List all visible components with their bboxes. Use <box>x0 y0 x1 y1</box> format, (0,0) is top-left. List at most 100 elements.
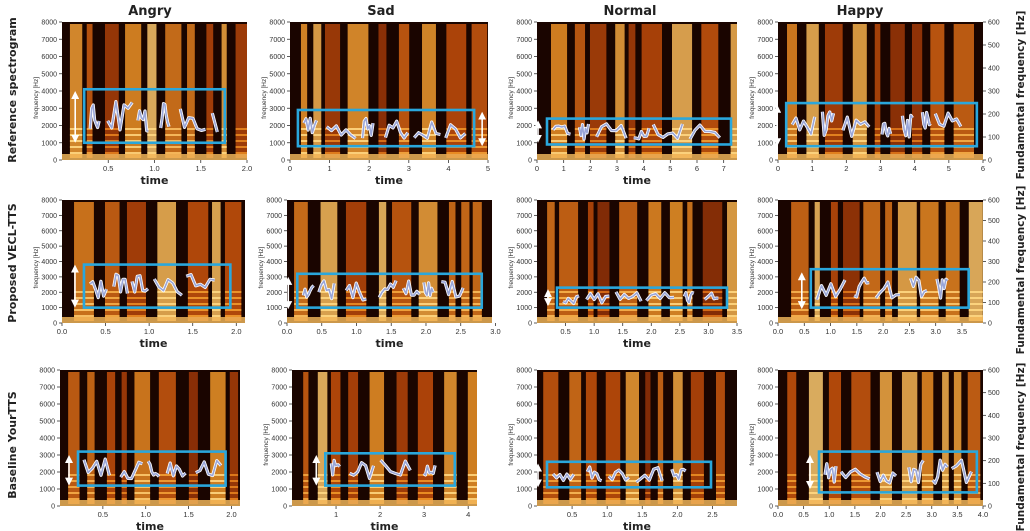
y2-tick-label: 600 <box>988 198 1000 205</box>
y-axis-label: frequency [Hz] <box>508 424 515 466</box>
spectrogram-bands <box>543 372 725 504</box>
f0-contour <box>88 100 219 133</box>
x-tick-label: 2.0 <box>672 510 682 519</box>
y-tick-label: 6000 <box>516 54 532 61</box>
y2-tick-label: 500 <box>988 43 1000 50</box>
y-axis: 0 1000 2000 3000 4000 5000 6000 7000 8000 <box>516 368 537 511</box>
y-tick-label: 8000 <box>266 198 282 205</box>
x-tick-label: 0.0 <box>282 327 292 336</box>
x-tick-label: 3 <box>878 164 882 173</box>
x-tick-label: 3 <box>422 510 426 519</box>
y-tick-label: 0 <box>278 321 282 328</box>
y-tick-label: 6000 <box>757 228 773 235</box>
panel-reference-angry: 0 1000 2000 3000 4000 5000 6000 7000 8000 frequen… <box>33 20 252 188</box>
x-tick-label: 3.0 <box>703 327 713 336</box>
y-tick-label: 4000 <box>39 436 55 443</box>
low-frequency-energy <box>60 500 240 506</box>
f0-highlight-box <box>76 450 227 487</box>
y-tick-label: 8000 <box>516 198 532 205</box>
y2-tick-label: 0 <box>988 504 992 511</box>
x-tick-label: 2 <box>588 164 592 173</box>
y-tick-label: 4000 <box>41 89 57 96</box>
x-tick-label: 4 <box>466 510 470 519</box>
x-tick-label: 1.5 <box>850 510 860 519</box>
y-tick-label: 7000 <box>39 385 55 392</box>
y-tick-label: 7000 <box>516 385 532 392</box>
x-tick-label: 0.5 <box>560 327 570 336</box>
x-axis: 0.5 1.0 1.5 2.0 2.5 3.0 3.5 <box>560 323 742 336</box>
f0-highlight-box <box>555 286 729 309</box>
x-tick-label: 1.0 <box>825 327 835 336</box>
x-tick-label: 1.5 <box>183 510 193 519</box>
f0-contour <box>551 122 721 141</box>
x-axis: 0.0 0.5 1.0 1.5 2.0 2.5 3.0 <box>282 323 501 336</box>
x-tick-label: 1.5 <box>617 327 627 336</box>
y2-axis: 0 100 200 300 400 500 600 <box>983 198 1000 328</box>
x-tick-label: 1.0 <box>144 327 154 336</box>
x-tick-label: 2.5 <box>904 327 914 336</box>
f0-contour <box>790 110 963 139</box>
y2-tick-label: 200 <box>988 112 1000 119</box>
x-tick-label: 2.5 <box>707 510 717 519</box>
f0-highlight-box <box>784 101 979 148</box>
y-tick-label: 8000 <box>516 20 532 27</box>
x-tick-label: 2.0 <box>226 510 236 519</box>
y-tick-label: 8000 <box>39 368 55 375</box>
y-axis: 0 1000 2000 3000 4000 5000 6000 7000 8000 <box>271 368 292 511</box>
f0-highlight-box <box>82 263 232 309</box>
spectrogram-image <box>287 200 492 323</box>
y-tick-label: 7000 <box>41 37 57 44</box>
x-tick-label: 0 <box>776 164 780 173</box>
y-tick-label: 0 <box>528 321 532 328</box>
x-tick-label: 1 <box>562 164 566 173</box>
x-axis: 0.5 1.0 1.5 2.0 <box>103 160 252 173</box>
x-axis: 1 2 3 4 <box>334 506 470 519</box>
y-tick-label: 0 <box>53 158 57 165</box>
y-tick-label: 0 <box>281 158 285 165</box>
x-tick-label: 1.5 <box>386 327 396 336</box>
panel-reference-normal: 0 1000 2000 3000 4000 5000 6000 7000 8000 frequen… <box>508 20 737 187</box>
x-tick-label: 2 <box>844 164 848 173</box>
y-axis-label: frequency [Hz] <box>508 247 515 289</box>
x-tick-label: 2 <box>378 510 382 519</box>
x-tick-label: 2 <box>367 164 371 173</box>
x-axis-label: time <box>140 337 168 350</box>
x-axis: 0 1 2 3 4 5 <box>288 160 490 173</box>
y-tick-label: 3000 <box>757 274 773 281</box>
y-axis-label: frequency [Hz] <box>33 247 40 289</box>
y-tick-label: 5000 <box>41 71 57 78</box>
y2-tick-label: 600 <box>988 20 1000 27</box>
y-tick-label: 7000 <box>41 213 57 220</box>
y2-tick-label: 200 <box>988 280 1000 287</box>
y-tick-label: 2000 <box>516 123 532 130</box>
y-tick-label: 8000 <box>757 20 773 27</box>
y2-tick-label: 100 <box>988 481 1000 488</box>
y-tick-label: 8000 <box>516 368 532 375</box>
x-tick-label: 0.5 <box>567 510 577 519</box>
f0-highlight-box <box>82 87 227 145</box>
x-tick-label: 4.0 <box>978 510 988 519</box>
y-tick-label: 3000 <box>757 453 773 460</box>
x-tick-label: 1.0 <box>351 327 361 336</box>
low-frequency-energy <box>778 317 983 323</box>
y-tick-label: 6000 <box>516 402 532 409</box>
y2-tick-label: 400 <box>988 66 1000 73</box>
f0-contour <box>815 275 949 301</box>
y-axis-label: frequency [Hz] <box>261 77 268 119</box>
y-tick-label: 7000 <box>757 385 773 392</box>
y2-tick-label: 300 <box>988 436 1000 443</box>
x-tick-label: 1.5 <box>637 510 647 519</box>
y-tick-label: 1000 <box>516 140 532 147</box>
y-tick-label: 1000 <box>757 140 773 147</box>
x-tick-label: 2.0 <box>646 327 656 336</box>
panel-proposed-angry: 0 1000 2000 3000 4000 5000 6000 7000 8000 frequen… <box>33 198 245 350</box>
y-tick-label: 1000 <box>757 305 773 312</box>
column-title-angry: Angry <box>128 4 172 19</box>
panel-baseline-happy: 010002000300040005000600070008000frequen… <box>749 368 1000 520</box>
y-tick-label: 4000 <box>269 89 285 96</box>
x-tick-label: 2.5 <box>456 327 466 336</box>
f0-highlight-box <box>545 460 713 489</box>
y-tick-label: 0 <box>769 158 773 165</box>
x-tick-label: 0.5 <box>98 510 108 519</box>
y2-tick-label: 0 <box>988 158 992 165</box>
